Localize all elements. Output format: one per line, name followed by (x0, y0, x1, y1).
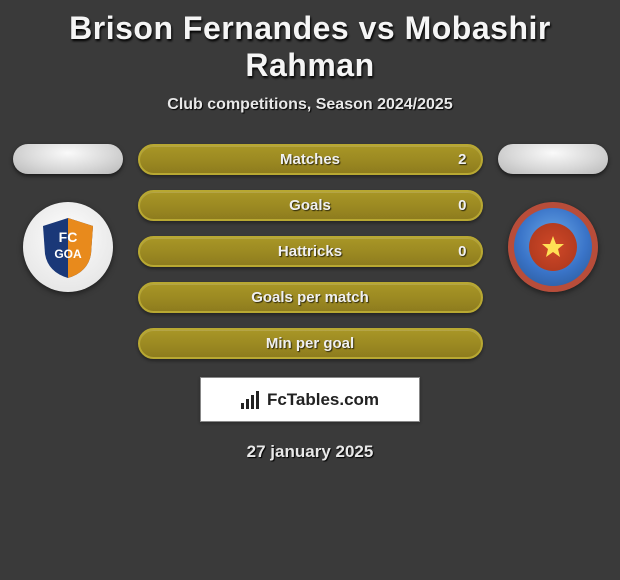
club-badge-right (508, 202, 598, 292)
svg-text:GOA: GOA (54, 247, 82, 261)
left-column: FC GOA (8, 144, 128, 292)
main-row: FC GOA Matches 2 Goals 0 Hattricks 0 Goa… (0, 144, 620, 359)
stat-row-hattricks: Hattricks 0 (138, 236, 483, 267)
footer-date: 27 january 2025 (0, 442, 620, 462)
page-title: Brison Fernandes vs Mobashir Rahman (0, 10, 620, 84)
stat-label: Goals per match (251, 289, 369, 306)
stat-label: Goals (289, 197, 331, 214)
stat-label: Matches (280, 151, 340, 168)
page-subtitle: Club competitions, Season 2024/2025 (0, 96, 620, 114)
brand-box[interactable]: FcTables.com (200, 377, 420, 422)
stat-row-goals: Goals 0 (138, 190, 483, 221)
stats-column: Matches 2 Goals 0 Hattricks 0 Goals per … (138, 144, 483, 359)
player-left-chip (13, 144, 123, 174)
right-column (493, 144, 613, 292)
stat-row-matches: Matches 2 (138, 144, 483, 175)
stat-value-right: 2 (458, 151, 466, 168)
fc-goa-icon: FC GOA (33, 212, 103, 282)
stat-value-right: 0 (458, 197, 466, 214)
stat-value-right: 0 (458, 243, 466, 260)
stat-label: Min per goal (266, 335, 354, 352)
stat-row-min-per-goal: Min per goal (138, 328, 483, 359)
jamshedpur-icon (529, 223, 577, 271)
stat-label: Hattricks (278, 243, 342, 260)
stat-row-goals-per-match: Goals per match (138, 282, 483, 313)
club-badge-left: FC GOA (23, 202, 113, 292)
comparison-card: Brison Fernandes vs Mobashir Rahman Club… (0, 0, 620, 462)
bar-chart-icon (241, 391, 261, 409)
player-right-chip (498, 144, 608, 174)
svg-text:FC: FC (58, 229, 77, 245)
brand-label: FcTables.com (267, 390, 379, 410)
